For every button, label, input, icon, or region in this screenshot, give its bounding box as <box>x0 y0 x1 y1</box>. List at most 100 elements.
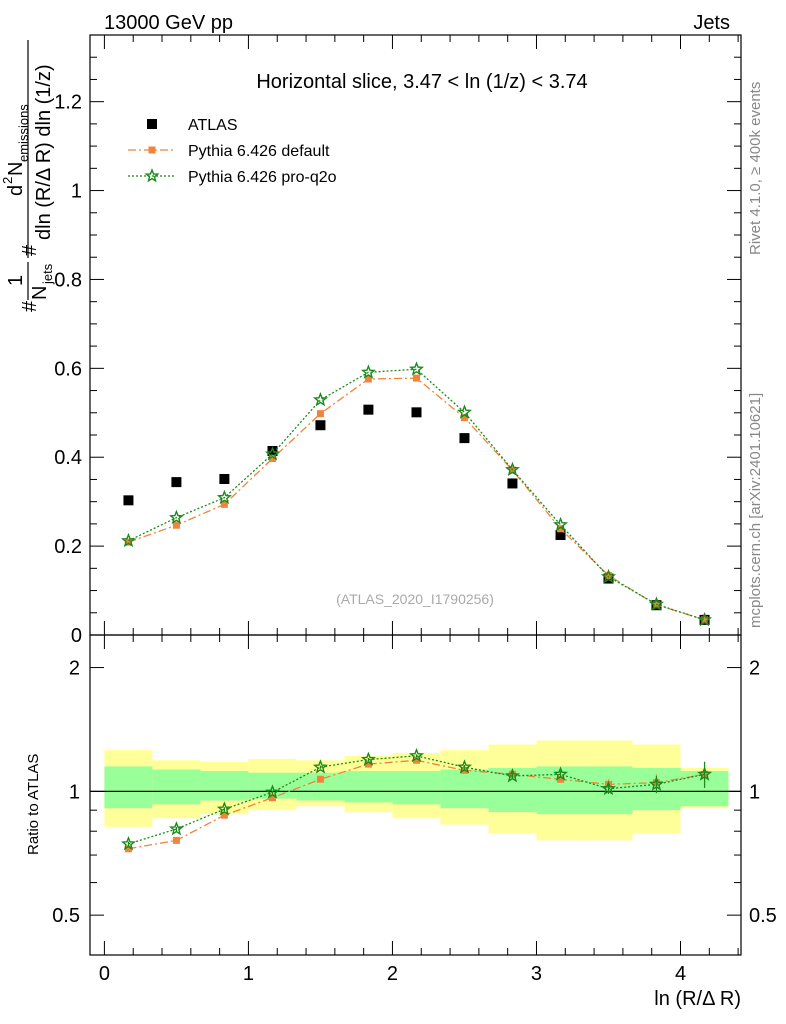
y-tick-label: 0.4 <box>54 447 82 469</box>
ratio-point-series-2 <box>553 766 569 781</box>
data-point-series-2 <box>120 532 136 548</box>
y-tick-label: 0.6 <box>54 358 82 380</box>
legend-marker <box>147 119 157 129</box>
data-point-series-1 <box>604 571 612 579</box>
analysis-label: (ATLAS_2020_I1790256) <box>336 591 494 607</box>
rivet-version-label: Rivet 4.1.0, ≥ 400k events <box>747 82 764 255</box>
ratio-band-inner <box>152 769 201 805</box>
data-point-series-1 <box>220 500 228 508</box>
ylabel-hash-2: # <box>19 244 41 256</box>
data-point-series-2 <box>360 364 376 379</box>
ratio-point-series-2 <box>120 836 136 851</box>
legend: ATLAS Pythia 6.426 default Pythia 6.426 pr… <box>128 117 337 186</box>
ratio-point-series-1 <box>316 775 324 783</box>
y-tick-label: 1 <box>71 181 82 203</box>
main-y-axis-label: # 1 N jets d 2 N emissions # dln (R/Δ R)… <box>0 40 55 312</box>
data-point-series-1 <box>268 455 276 463</box>
data-point-series-0 <box>219 474 230 484</box>
data-point-series-1 <box>557 525 565 533</box>
y-tick-label: 0 <box>71 625 82 647</box>
data-point-series-2 <box>168 509 184 525</box>
ratio-point-series-1 <box>220 811 228 819</box>
ratio-point-series-2 <box>600 780 617 796</box>
y-tick-label: 0.2 <box>54 536 82 558</box>
ylabel-nemissions-sub: emissions <box>16 104 31 162</box>
legend-label: ATLAS <box>188 117 238 134</box>
ratio-point-series-1 <box>413 756 421 764</box>
ylabel-d2: d <box>5 185 27 196</box>
legend-label: Pythia 6.426 default <box>188 143 330 160</box>
data-point-series-2 <box>216 489 232 505</box>
legend-marker <box>144 168 160 183</box>
ratio-point-series-1 <box>268 794 276 802</box>
data-point-series-1 <box>364 375 372 383</box>
x-tick-label: 3 <box>531 963 542 985</box>
y-tick-label: 1.2 <box>54 92 82 114</box>
data-point-series-0 <box>507 478 518 489</box>
x-tick-label: 1 <box>243 963 254 985</box>
data-point-series-1 <box>316 410 324 418</box>
ylabel-denominator: dln (R/Δ R) dln (1/z) <box>33 64 55 240</box>
header-right-label: Jets <box>693 12 730 34</box>
data-point-series-0 <box>123 495 134 506</box>
data-point-series-1 <box>413 374 421 382</box>
ratio-band-inner <box>392 771 441 805</box>
data-point-series-0 <box>315 420 326 431</box>
data-point-series-2 <box>312 391 328 407</box>
x-tick-label: 0 <box>99 963 110 985</box>
series-line-2 <box>128 368 705 621</box>
ratio-point-series-2 <box>216 801 232 816</box>
data-point-series-1 <box>701 616 709 624</box>
ratio-point-series-1 <box>557 775 565 783</box>
ratio-point-series-2 <box>648 776 664 791</box>
ratio-point-series-1 <box>124 845 132 853</box>
data-point-series-1 <box>172 521 180 529</box>
data-point-series-0 <box>555 530 566 540</box>
mcplots-label: mcplots.cern.ch [arXiv:2401.10621] <box>747 393 764 628</box>
ratio-band-inner <box>440 769 489 809</box>
ratio-tick-label-right: 1 <box>749 781 760 803</box>
ratio-point-series-2 <box>697 766 713 781</box>
main-panel: 0 0.2 0.4 0.6 0.8 1 1.2 Horizontal slice, 3.47… <box>54 34 742 647</box>
ratio-tick-label-left: 2 <box>69 658 80 680</box>
data-point-series-2 <box>504 461 520 477</box>
ratio-point-series-1 <box>172 836 180 844</box>
ratio-tick-label-left: 0.5 <box>52 905 80 927</box>
data-point-series-2 <box>697 611 713 627</box>
main-ticks-layer: 0 0.2 0.4 0.6 0.8 1 1.2 <box>54 34 741 647</box>
y-tick-label: 0.8 <box>54 269 82 291</box>
legend-label: Pythia 6.426 pro-q2o <box>188 169 337 186</box>
ratio-ticks-layer: 0.5 0.5 1 1 2 2 <box>52 635 777 956</box>
ratio-tick-label-right: 0.5 <box>749 905 777 927</box>
ratio-point-series-2 <box>408 747 425 763</box>
ratio-series-layer <box>120 747 713 853</box>
data-point-series-0 <box>171 477 182 488</box>
ylabel-d2-sup: 2 <box>0 177 15 184</box>
main-series-layer <box>120 361 713 627</box>
ylabel-njets-sub: jets <box>40 263 55 285</box>
ratio-point-series-2 <box>504 768 520 783</box>
header-left-label: 13000 GeV pp <box>104 12 233 34</box>
ylabel-hash-1: # <box>19 300 41 312</box>
ratio-band-inner <box>200 771 249 801</box>
data-point-series-2 <box>408 361 425 376</box>
data-point-series-2 <box>648 596 664 611</box>
data-point-series-2 <box>600 568 617 584</box>
ylabel-nemissions: N <box>5 162 27 176</box>
data-point-series-1 <box>460 414 468 422</box>
ratio-point-series-2 <box>312 759 328 774</box>
ratio-band-inner <box>104 766 153 809</box>
data-point-series-0 <box>267 446 278 456</box>
ratio-band-inner <box>344 771 393 803</box>
ylabel-one: 1 <box>5 275 27 286</box>
data-point-series-1 <box>124 538 132 546</box>
ratio-point-series-2 <box>360 751 376 766</box>
legend-marker <box>148 146 156 154</box>
ratio-point-series-2 <box>168 821 184 836</box>
ratio-panel: 0.5 0.5 1 1 2 2 <box>52 634 777 956</box>
ratio-tick-label-left: 1 <box>69 781 80 803</box>
ratio-y-axis-label: Ratio to ATLAS <box>25 754 42 855</box>
ratio-frame <box>89 634 742 956</box>
ratio-point-series-2 <box>264 784 281 799</box>
